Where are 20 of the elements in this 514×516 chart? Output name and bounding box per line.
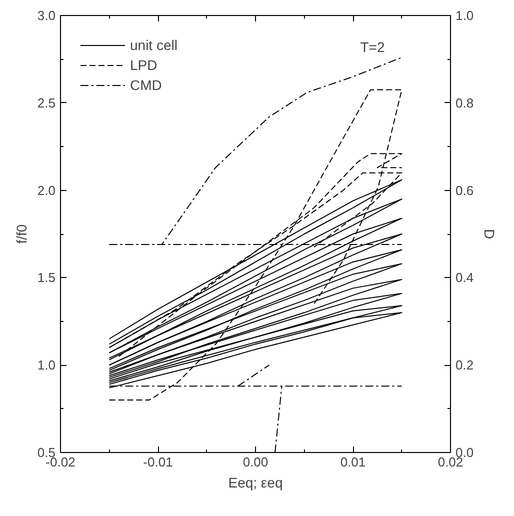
y2-axis-title: D: [482, 228, 498, 240]
x-axis-title: Eeq; εeq: [228, 474, 283, 490]
x-tick-label: 0.00: [242, 454, 268, 470]
y-tick-label: 1.5: [37, 270, 56, 286]
y-tick-label: 2.0: [37, 182, 56, 198]
y-tick-label: 3.0: [37, 8, 56, 23]
x-tick-label: 0.01: [340, 454, 366, 470]
x-tick-label: -0.01: [143, 454, 173, 470]
legend-label: LPD: [130, 57, 158, 73]
annotation: T=2: [360, 38, 385, 55]
y2-tick-label: 0.2: [456, 358, 474, 373]
y2-tick-label: 0.6: [456, 182, 474, 198]
y-axis-title: f/f0: [13, 224, 30, 244]
y2-tick-label: 1.0: [456, 8, 474, 23]
legend-label: CMD: [130, 77, 162, 93]
y-tick-label: 2.5: [37, 95, 56, 110]
y2-tick-label: 0.4: [456, 270, 474, 286]
legend-label: unit cell: [130, 37, 178, 53]
y2-tick-label: 0.8: [456, 95, 474, 110]
y-tick-label: 1.0: [37, 358, 56, 373]
